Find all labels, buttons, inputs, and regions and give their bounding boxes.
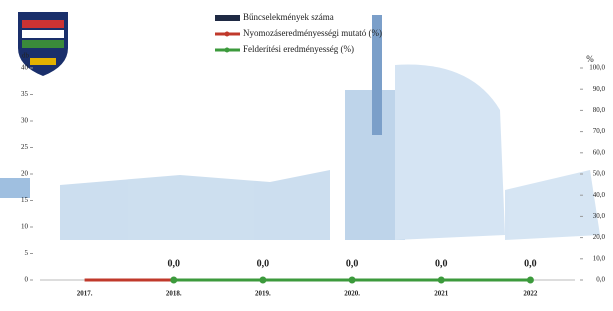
line-marker: [527, 277, 534, 284]
legend-label: Felderítési eredményesség (%): [243, 44, 354, 54]
y-tick-label: 10: [21, 223, 29, 231]
line-marker: [438, 277, 445, 284]
legend-label: Bűncselekmények száma: [243, 12, 334, 22]
y2-tick-label: 50,0: [593, 170, 606, 178]
value-label: 0,0: [168, 258, 181, 269]
line-marker: [170, 277, 177, 284]
y-tick-label: 35: [21, 90, 29, 98]
x-tick-label: 2022: [523, 290, 538, 298]
y-tick-label: 40: [21, 64, 29, 72]
x-tick-label: 2019.: [255, 290, 271, 298]
y-tick-label: 20: [21, 170, 29, 178]
y2-tick-label: 30,0: [593, 212, 606, 220]
y2-tick-label: 80,0: [593, 106, 606, 114]
chart: db % 0 5 10 15 20 25 30 35 40 0,0 10,0 20,0 30,0 40,0…: [0, 0, 613, 311]
y2-tick-label: 10,0: [593, 254, 606, 262]
y2-tick-label: 90,0: [593, 85, 606, 93]
x-tick-label: 2020.: [344, 290, 360, 298]
y2-tick-label: 40,0: [593, 191, 606, 199]
value-label: 0,0: [346, 258, 359, 269]
y-axis-title: db: [22, 52, 30, 60]
y-tick-label: 0: [25, 276, 29, 284]
legend-label: Nyomozáseredményességi mutató (%): [243, 28, 382, 38]
y-tick-label: 25: [21, 143, 29, 151]
legend-marker: [225, 48, 230, 53]
y2-tick-label: 20,0: [593, 233, 606, 241]
value-label: 0,0: [435, 258, 448, 269]
y-tick-label: 30: [21, 117, 29, 125]
line-marker: [259, 277, 266, 284]
y-tick-label: 5: [25, 249, 29, 257]
value-label: 0,0: [524, 258, 537, 269]
y-tick-label: 15: [21, 196, 29, 204]
line-marker: [349, 277, 356, 284]
y2-tick-label: 0,0: [596, 276, 605, 284]
x-tick-label: 2017.: [77, 290, 93, 298]
x-tick-label: 2018.: [166, 290, 182, 298]
value-label: 0,0: [257, 258, 270, 269]
x-tick-label: 2021: [434, 290, 449, 298]
legend-marker: [225, 32, 230, 37]
y2-tick-label: 100,0: [589, 64, 605, 72]
y2-tick-label: 60,0: [593, 148, 606, 156]
y2-tick-label: 70,0: [593, 127, 606, 135]
y2-axis-title: %: [586, 54, 594, 64]
